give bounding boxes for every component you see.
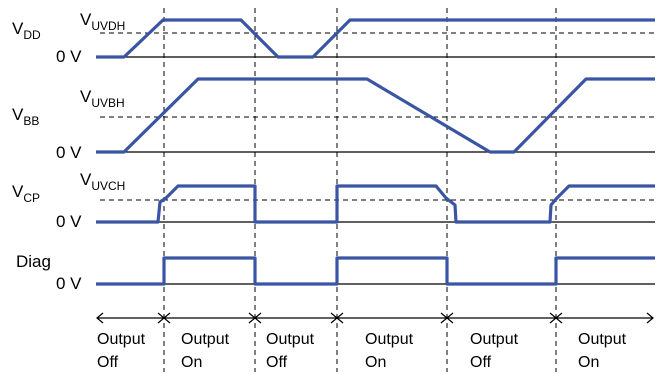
vcp-threshold-label: VUVCH xyxy=(80,170,125,193)
vdd-label: VDD xyxy=(12,19,41,42)
arrow-head xyxy=(254,312,262,324)
phase-label: Off xyxy=(266,354,288,371)
phase-label: Output xyxy=(470,331,519,348)
arrow-head xyxy=(336,312,344,324)
diag-waveform xyxy=(96,256,655,286)
phase-label: Off xyxy=(97,354,119,371)
arrow-head xyxy=(446,312,454,324)
diag-signal-group: Diag 0 V xyxy=(16,252,655,293)
phase-label: Output xyxy=(578,331,627,348)
phase-label: Off xyxy=(470,354,492,371)
diag-label: Diag xyxy=(16,252,51,271)
vdd-signal-group: VDD VUVDH 0 V xyxy=(12,10,655,66)
phase-labels: Output Off Output On Output Off Output O… xyxy=(97,331,627,371)
arrow-head xyxy=(646,312,654,324)
vbb-label: VBB xyxy=(12,105,39,128)
vdd-threshold-label: VUVDH xyxy=(80,10,125,33)
vcp-waveform xyxy=(96,184,655,224)
vdd-waveform xyxy=(96,18,655,59)
arrow-head xyxy=(96,312,104,324)
vbb-zero-label: 0 V xyxy=(56,143,82,162)
phase-label: On xyxy=(578,354,599,371)
vcp-label: VCP xyxy=(12,182,40,205)
time-axis xyxy=(96,312,654,324)
vdd-zero-label: 0 V xyxy=(56,47,82,66)
phase-label: Output xyxy=(365,331,414,348)
phase-label: On xyxy=(365,354,386,371)
phase-label: Output xyxy=(97,331,146,348)
phase-label: Output xyxy=(181,331,230,348)
vbb-waveform xyxy=(96,77,655,154)
phase-label: On xyxy=(181,354,202,371)
vbb-threshold-label: VUVBH xyxy=(80,87,125,110)
phase-label: Output xyxy=(266,331,315,348)
diag-zero-label: 0 V xyxy=(56,274,82,293)
arrow-head xyxy=(163,312,171,324)
vcp-zero-label: 0 V xyxy=(56,212,82,231)
arrow-head xyxy=(555,312,563,324)
vbb-signal-group: VBB VUVBH 0 V xyxy=(12,77,655,162)
vcp-signal-group: VCP VUVCH 0 V xyxy=(12,170,655,231)
